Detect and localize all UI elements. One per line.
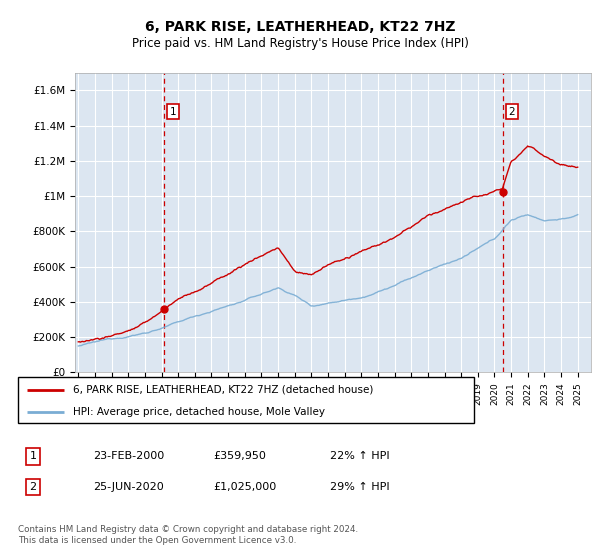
Text: HPI: Average price, detached house, Mole Valley: HPI: Average price, detached house, Mole… <box>73 407 325 417</box>
Text: £359,950: £359,950 <box>213 451 266 461</box>
Text: 29% ↑ HPI: 29% ↑ HPI <box>330 482 389 492</box>
Text: 22% ↑ HPI: 22% ↑ HPI <box>330 451 389 461</box>
Text: £1,025,000: £1,025,000 <box>213 482 276 492</box>
Text: 6, PARK RISE, LEATHERHEAD, KT22 7HZ (detached house): 6, PARK RISE, LEATHERHEAD, KT22 7HZ (det… <box>73 385 373 395</box>
Text: 6, PARK RISE, LEATHERHEAD, KT22 7HZ: 6, PARK RISE, LEATHERHEAD, KT22 7HZ <box>145 20 455 34</box>
Text: Price paid vs. HM Land Registry's House Price Index (HPI): Price paid vs. HM Land Registry's House … <box>131 37 469 50</box>
Text: 1: 1 <box>29 451 37 461</box>
Text: 1: 1 <box>170 106 176 116</box>
Text: 23-FEB-2000: 23-FEB-2000 <box>93 451 164 461</box>
Text: 25-JUN-2020: 25-JUN-2020 <box>93 482 164 492</box>
Text: 2: 2 <box>509 106 515 116</box>
Text: Contains HM Land Registry data © Crown copyright and database right 2024.
This d: Contains HM Land Registry data © Crown c… <box>18 525 358 545</box>
Text: 2: 2 <box>29 482 37 492</box>
FancyBboxPatch shape <box>18 377 474 423</box>
